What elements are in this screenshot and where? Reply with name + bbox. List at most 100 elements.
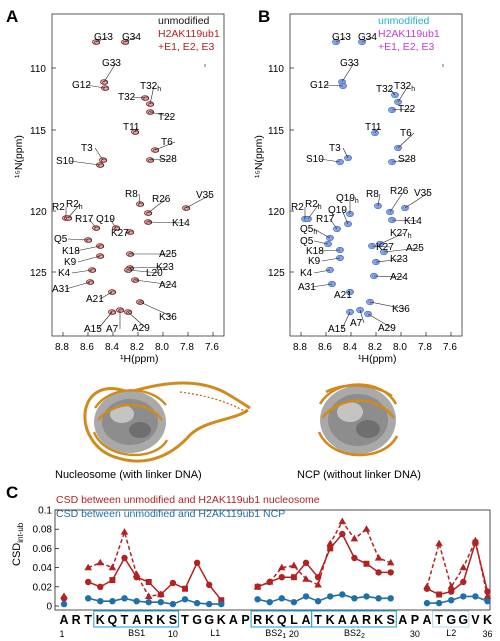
x-tick-label: 7.8 (418, 342, 432, 353)
peak-contour (148, 102, 155, 107)
csd-point (302, 559, 310, 566)
leader-line (367, 313, 393, 329)
sequence-letter: G (192, 613, 202, 627)
peak-label: T6 (161, 137, 173, 148)
leader-line (341, 62, 355, 83)
leader-line (69, 160, 101, 166)
csd-point (423, 582, 431, 590)
leader-line (67, 238, 89, 241)
csd-point (327, 545, 334, 552)
sequence-letter: K (483, 613, 492, 627)
x-tick-label: 8.0 (393, 342, 407, 353)
leader-line (71, 269, 93, 274)
peak-label: R8 (366, 189, 379, 200)
sequence-letter: K (156, 613, 165, 627)
leader-line (319, 158, 341, 163)
leader-line (329, 218, 338, 230)
csd-point (206, 600, 213, 608)
peak-contour (126, 310, 133, 315)
leader-line (313, 240, 329, 245)
csd-point (472, 593, 479, 600)
peak-contour (335, 226, 341, 231)
peak-contour (102, 80, 109, 85)
leader-line (138, 193, 141, 205)
csd-y-axis-label-sub: int-ub (16, 522, 25, 543)
leader-line (77, 255, 101, 263)
leader-line (379, 232, 405, 245)
peak-label: R2h (305, 199, 322, 211)
leader-line (347, 291, 351, 296)
peak-label: R17 (75, 214, 94, 225)
leader-line (134, 126, 138, 133)
leader-line (391, 158, 413, 163)
l2-box (432, 610, 470, 628)
csd-point (448, 588, 455, 595)
csd-point (85, 595, 92, 602)
csd-point (157, 590, 165, 598)
peak-label: A7 (350, 318, 363, 329)
csd-point (387, 569, 394, 576)
leader-line (307, 203, 320, 220)
leader-line (335, 36, 347, 43)
peak-contour (148, 158, 155, 163)
sequence-number: 36 (482, 629, 492, 639)
csd-point (338, 517, 347, 525)
sequence-letter: P (241, 613, 249, 627)
peak-contour (346, 221, 352, 226)
csd-point (278, 563, 286, 571)
leader-line (65, 281, 91, 290)
peak-label: R2h (66, 199, 83, 211)
x-ticks-a: 8.8 8.6 8.4 8.2 8.0 7.8 7.6 (55, 332, 219, 353)
panel-letter-b: B (258, 7, 270, 26)
sequence-letter: K (265, 613, 274, 627)
peak-contour (306, 216, 312, 221)
peak-label: S10 (56, 156, 74, 167)
sequence-letter: A (229, 613, 238, 627)
peak-label: K36 (392, 304, 410, 315)
csd-point (302, 593, 310, 600)
leader-line (94, 147, 104, 161)
leader-line (95, 36, 109, 43)
peak-contour (328, 267, 334, 272)
leader-line (109, 218, 117, 229)
peak-label: K27h (390, 228, 412, 240)
leader-line (373, 275, 405, 278)
peak-label: A29 (132, 323, 150, 334)
peak-label: G13 (332, 32, 351, 43)
peak-contour (338, 247, 344, 252)
csd-point (120, 528, 129, 535)
binding-site-box (93, 610, 180, 628)
csd-point (121, 554, 128, 562)
leader-line (323, 84, 344, 87)
y-ticks-a: 110 115 120 125 (30, 64, 56, 279)
csd-legend-nucleosome: CSD between unmodified and H2AK119ub1 nu… (56, 494, 320, 506)
sequence-letter: Q (277, 613, 287, 627)
leader-line (397, 132, 415, 149)
csd-point (290, 598, 298, 606)
peak-label: G34 (358, 32, 377, 43)
csd-point (290, 574, 297, 581)
csd-point (483, 592, 492, 599)
leader-line (131, 96, 146, 99)
peak-label: T11 (123, 122, 140, 133)
leader-line (149, 158, 174, 161)
csd-y-axis-label: CSDint-ub (11, 522, 25, 566)
peak-contour (360, 39, 366, 44)
leader-line (147, 198, 167, 214)
sequence-number: 10 (168, 629, 178, 639)
leader-line (124, 231, 131, 234)
peak-label: T32 (376, 84, 394, 95)
peak-label: K14 (172, 218, 190, 229)
csd-point (436, 591, 443, 598)
peak-contour (90, 268, 97, 273)
leader-line (185, 194, 211, 209)
csd-point (375, 595, 382, 602)
csd-point (60, 600, 68, 608)
x-tick-label: 8.4 (105, 342, 119, 353)
csd-legend-ncp: CSD between unmodified and H2AK119ub1 NC… (56, 508, 285, 520)
csd-point (460, 578, 467, 586)
peak-label: K4 (58, 268, 71, 279)
x-tick-label: 8.0 (155, 342, 169, 353)
csd-point (278, 574, 285, 581)
peak-contour (338, 255, 344, 260)
